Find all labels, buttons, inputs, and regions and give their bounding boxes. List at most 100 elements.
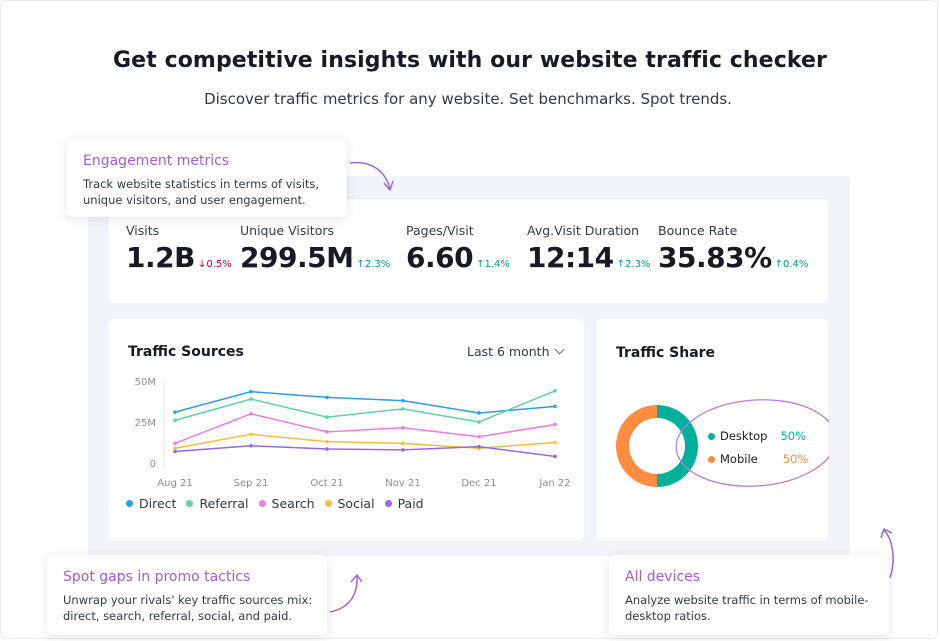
data-point-paid — [401, 448, 405, 452]
donut-segment-desktop — [657, 405, 698, 487]
delta-value: 2.3% — [364, 259, 391, 270]
traffic-share-card: Traffic Share Desktop 50% Mobile 50% — [596, 318, 829, 541]
metric-label: Visits — [126, 223, 160, 238]
delta-up-badge: ↑2.3% — [356, 259, 391, 270]
x-tick-label: Jan 22 — [538, 478, 570, 489]
share-legend-mobile: Mobile 50% — [708, 452, 808, 466]
mobile-dot-icon — [708, 455, 715, 463]
metric-value: 299.5M — [240, 241, 354, 274]
legend-dot-icon — [384, 500, 392, 507]
legend-dot-icon — [258, 500, 266, 507]
metric-pages-visit: Pages/Visit 6.60 ↑1.4% — [406, 223, 510, 274]
x-tick-label: Nov 21 — [385, 478, 420, 489]
tooltip-title: Engagement metrics — [83, 153, 230, 169]
metric-label: Bounce Rate — [658, 223, 738, 238]
x-tick-label: Aug 21 — [157, 478, 192, 489]
legend-label: Referral — [199, 496, 249, 511]
traffic-share-title: Traffic Share — [616, 345, 716, 361]
series-line-search — [174, 413, 556, 445]
x-tick-label: Sep 21 — [234, 478, 269, 489]
delta-value: 1.4% — [484, 259, 510, 270]
metric-value: 12:14 — [527, 241, 614, 274]
legend-item-search[interactable]: Search — [258, 496, 315, 511]
data-point-direct — [249, 389, 253, 394]
data-point-referral — [249, 397, 253, 401]
page-subtitle: Discover traffic metrics for any website… — [204, 90, 732, 108]
data-point-direct — [325, 395, 329, 400]
data-point-search — [325, 430, 329, 434]
metric-label: Avg.Visit Duration — [527, 223, 640, 238]
metric-avg-visit-duration: Avg.Visit Duration 12:14 ↑2.3% — [527, 223, 650, 274]
y-tick-label: 0 — [150, 459, 156, 470]
data-point-paid — [325, 447, 329, 451]
highlight-ellipse — [675, 399, 829, 487]
data-point-paid — [553, 454, 557, 459]
legend-item-referral[interactable]: Referral — [186, 496, 249, 511]
series-line-referral — [174, 390, 556, 423]
traffic-share-donut — [616, 399, 829, 487]
data-point-paid — [477, 444, 481, 449]
metric-bounce-rate: Bounce Rate 35.83% ↑0.4% — [658, 223, 808, 274]
data-point-referral — [325, 415, 329, 419]
chart-legend: Direct Referral Search Social Paid — [126, 496, 424, 511]
desktop-dot-icon — [708, 432, 715, 440]
series-line-social — [174, 433, 556, 449]
data-point-search — [553, 422, 557, 427]
data-point-direct — [477, 411, 481, 415]
data-point-paid — [249, 443, 253, 448]
tooltip-text: Unwrap your rivals' key traffic sources … — [63, 593, 313, 623]
legend-item-paid[interactable]: Paid — [384, 496, 424, 511]
metric-unique-visitors: Unique Visitors 299.5M ↑2.3% — [240, 223, 390, 274]
y-tick-label: 25M — [135, 418, 156, 429]
data-point-search — [401, 425, 405, 430]
traffic-sources-card: Traffic Sources Last 6 month 50M 25M 0 Aug … — [108, 318, 584, 541]
legend-label: Direct — [139, 496, 177, 511]
delta-value: 2.3% — [625, 259, 651, 270]
x-tick-label: Oct 21 — [310, 478, 343, 489]
delta-down-badge: ↓0.5% — [197, 259, 232, 270]
donut-segment-mobile — [616, 405, 657, 487]
tooltip-title: All devices — [625, 569, 701, 585]
tooltip-devices: All devices Analyze website traffic in t… — [609, 555, 889, 635]
traffic-sources-title: Traffic Sources — [128, 344, 244, 360]
series-line-paid — [174, 445, 556, 458]
legend-item-direct[interactable]: Direct — [126, 496, 176, 511]
legend-label: Social — [337, 496, 375, 511]
metric-visits: Visits 1.2B ↓0.5% — [126, 223, 232, 274]
data-point-search — [249, 412, 253, 416]
legend-dot-icon — [324, 500, 332, 507]
share-name: Mobile — [720, 452, 758, 466]
data-point-social — [173, 446, 177, 451]
delta-value: 0.5% — [206, 259, 232, 270]
data-point-referral — [553, 389, 557, 393]
legend-label: Paid — [397, 496, 424, 511]
period-dropdown[interactable]: Last 6 month — [467, 344, 564, 359]
data-point-social — [401, 441, 405, 446]
delta-up-badge: ↑1.4% — [476, 259, 510, 270]
legend-label: Search — [271, 496, 315, 511]
metric-label: Unique Visitors — [240, 223, 335, 238]
share-legend-desktop: Desktop 50% — [708, 429, 806, 443]
data-point-social — [553, 440, 557, 445]
data-point-social — [249, 432, 253, 437]
metric-value: 6.60 — [406, 241, 474, 274]
data-point-paid — [173, 449, 177, 454]
delta-value: 0.4% — [783, 259, 809, 270]
data-point-direct — [173, 410, 177, 414]
share-value: 50% — [780, 429, 806, 443]
data-point-referral — [173, 418, 177, 423]
data-point-social — [325, 439, 329, 444]
tooltip-title: Spot gaps in promo tactics — [63, 569, 251, 585]
data-point-direct — [553, 404, 557, 409]
legend-item-social[interactable]: Social — [324, 496, 375, 511]
legend-dot-icon — [186, 500, 194, 507]
tooltip-text: Track website statistics in terms of vis… — [83, 177, 320, 207]
series-line-direct — [174, 390, 556, 414]
tooltip-promo: Spot gaps in promo tactics Unwrap your r… — [47, 555, 327, 635]
tooltip-engagement: Engagement metrics Track website statist… — [67, 139, 347, 217]
delta-up-badge: ↑0.4% — [774, 259, 809, 270]
tooltip-text: Analyze website traffic in terms of mobi… — [625, 593, 869, 623]
data-point-referral — [401, 407, 405, 411]
